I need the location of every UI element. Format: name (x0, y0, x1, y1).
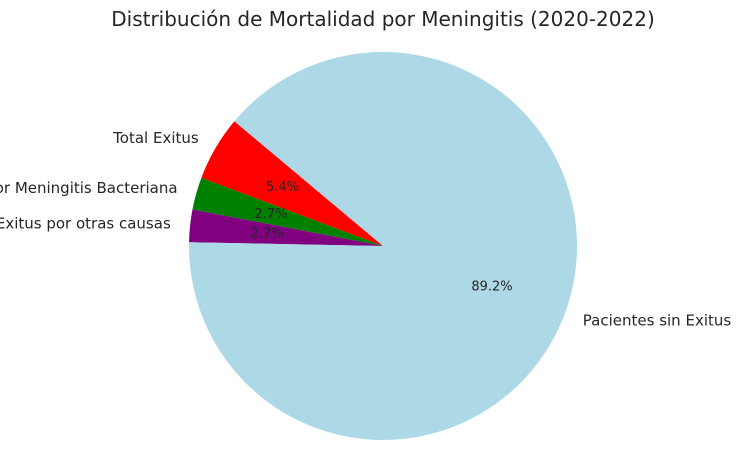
slice-label-2: Exitus por Meningitis Bacteriana (0, 179, 178, 197)
pie-slice-3 (189, 209, 383, 246)
slice-percent-2: 2.7% (254, 207, 287, 222)
pie-slices (189, 51, 577, 441)
slice-label-3: Exitus por otras causas (0, 214, 171, 232)
chart-title: Distribución de Mortalidad por Meningiti… (111, 7, 655, 31)
pie-slice-1 (201, 121, 383, 246)
slice-percent-1: 5.4% (266, 180, 299, 195)
slice-percent-4: 89.2% (471, 279, 512, 294)
slice-percent-3: 2.7% (251, 226, 284, 241)
pie-labels: Total Exitus 5.4% Exitus por Meningitis Ba… (0, 129, 731, 330)
slice-label-4: Pacientes sin Exitus (583, 311, 732, 329)
pie-slice-4 (189, 51, 577, 441)
slice-label-1: Total Exitus (112, 129, 199, 147)
pie-slice-2 (192, 177, 383, 246)
